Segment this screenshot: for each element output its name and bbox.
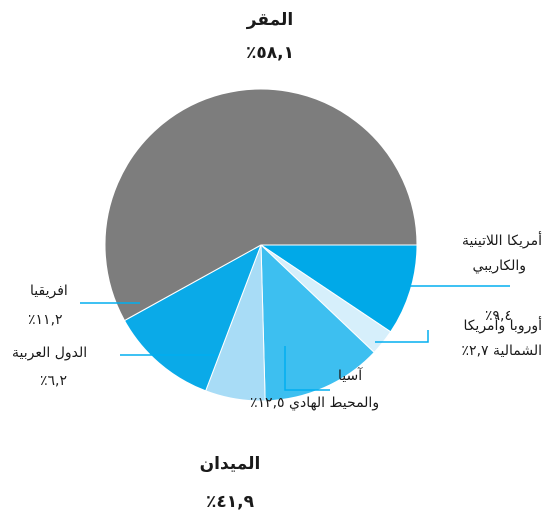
pie-slice-0	[259, 244, 418, 333]
europe-label-line1: أوروبا وأمريكا	[463, 318, 542, 334]
field-title: الميدان	[199, 454, 261, 474]
europe-label-line2: الشمالية ٢,٧٪	[461, 343, 542, 359]
leader-lines	[80, 285, 510, 391]
pie-slices	[104, 88, 418, 402]
hq-title: المقر	[246, 10, 294, 30]
asia-label-line1: آسيا	[338, 368, 363, 384]
arab-label: الدول العربية	[12, 345, 88, 361]
leader-line-europe	[375, 330, 429, 343]
field-value: ٤١,٩٪	[206, 492, 254, 512]
africa-value: ١١,٢٪	[28, 312, 63, 328]
arab-value: ٦,٢٪	[40, 373, 68, 389]
africa-label: افريقيا	[30, 283, 68, 299]
latam-value: ٩,٤٪	[484, 308, 512, 324]
latam-label-line1: أمريكا اللاتينية	[461, 233, 542, 249]
latam-label-line2: والكاريبي	[472, 258, 526, 274]
leader-line-asia	[284, 346, 330, 391]
asia-label-line2: والمحيط الهادي ١٢,٥٪	[250, 395, 380, 411]
pie-slice-5	[104, 88, 418, 322]
pie-slice-2	[260, 243, 375, 402]
hq-value: ٥٨,١٪	[246, 43, 294, 63]
